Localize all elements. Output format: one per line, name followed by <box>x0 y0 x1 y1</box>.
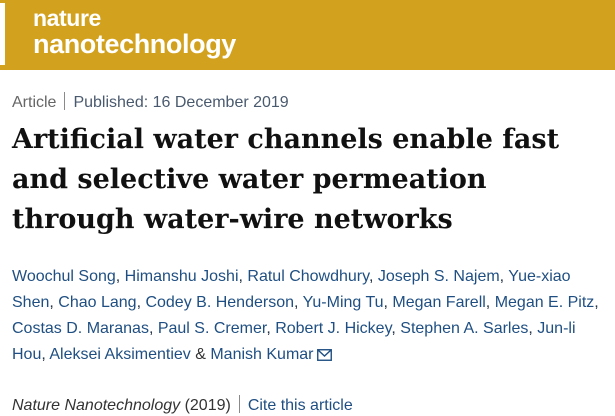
author-link[interactable]: Megan Farell <box>392 294 486 311</box>
mail-icon[interactable] <box>316 344 332 370</box>
author-link[interactable]: Codey B. Henderson <box>145 294 294 311</box>
author-link[interactable]: Woochul Song <box>12 268 116 285</box>
logo-line-1: nature <box>33 5 101 31</box>
corresponding-author-link[interactable]: Manish Kumar <box>210 346 314 363</box>
author-link[interactable]: Chao Lang <box>58 294 137 311</box>
article-meta: Article Published: 16 December 2019 <box>12 92 289 113</box>
author-joiner: & <box>195 346 206 363</box>
citation-year: (2019) <box>184 397 231 414</box>
citation-line: Nature Nanotechnology (2019) Cite this ar… <box>12 395 353 416</box>
author-link[interactable]: Costas D. Maranas <box>12 320 149 337</box>
article-title: Artificial water channels enable fast an… <box>12 124 560 235</box>
journal-name: Nature Nanotechnology <box>12 397 181 414</box>
article-type: Article <box>12 94 57 111</box>
author-link[interactable]: Robert J. Hickey <box>275 320 392 337</box>
journal-logo[interactable]: nature nanotechnology <box>33 5 236 60</box>
site-header: nature nanotechnology <box>0 0 615 70</box>
author-list: Woochul Song, Himanshu Joshi, Ratul Chow… <box>12 264 610 370</box>
author-link[interactable]: Aleksei Aksimentiev <box>49 346 191 363</box>
author-link[interactable]: Himanshu Joshi <box>124 268 239 285</box>
published-date: Published: 16 December 2019 <box>73 94 289 111</box>
author-link[interactable]: Stephen A. Sarles <box>400 320 529 337</box>
citation-divider <box>238 395 240 413</box>
header-accent <box>0 3 5 65</box>
author-link[interactable]: Yue-xiao Shen <box>12 268 571 311</box>
meta-divider <box>64 92 66 110</box>
author-link[interactable]: Joseph S. Najem <box>377 268 500 285</box>
author-link[interactable]: Paul S. Cremer <box>157 320 267 337</box>
author-link[interactable]: Jun-li Hou <box>12 320 576 363</box>
author-link[interactable]: Yu-Ming Tu <box>302 294 384 311</box>
author-link[interactable]: Ratul Chowdhury <box>247 268 369 285</box>
author-link[interactable]: Megan E. Pitz <box>494 294 595 311</box>
cite-this-article-link[interactable]: Cite this article <box>247 397 353 414</box>
logo-line-2: nanotechnology <box>33 29 236 59</box>
